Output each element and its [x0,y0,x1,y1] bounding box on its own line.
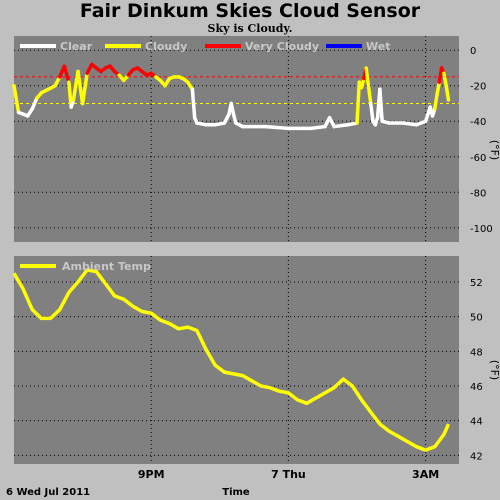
sky-temp-segment [433,92,439,111]
ambient-y-unit: (°F) [488,360,500,380]
sky-temp-segment [444,83,451,102]
ambient-temp-line [12,268,451,452]
x-tick-label: 9PM [138,468,165,481]
y-tick-label: 52 [470,278,483,289]
y-tick-label: -80 [470,188,486,199]
sky-temp-segment [355,80,362,125]
y-tick-label: 42 [470,451,483,462]
legend-label: Very Cloudy [245,40,319,53]
sky-y-ticks: 0 -20 -40 -60 -80 -100 [470,46,493,235]
sky-legend: Clear Cloudy Very Cloudy Wet [20,40,390,53]
ambient-legend: Ambient Temp [20,260,151,273]
x-tick-label: 3AM [412,468,439,481]
sky-temp-segment [62,64,71,84]
y-tick-label: 0 [470,46,476,57]
sky-temp-segment [332,123,350,129]
sky-series [12,62,451,131]
legend-label: Wet [366,40,390,53]
sky-temp-segment [30,96,39,111]
sky-temp-segment [190,87,197,120]
y-tick-label: 48 [470,347,483,358]
sky-y-unit: (°F) [488,140,500,160]
chart-title: Fair Dinkum Skies Cloud Sensor [79,0,421,22]
y-tick-label: -100 [470,224,493,235]
y-tick-label: -40 [470,117,486,128]
x-axis-label: Time [222,487,250,498]
sky-temp-segment [400,121,419,127]
y-tick-label: -60 [470,153,486,164]
x-tick-label: 7 Thu [271,468,306,481]
y-tick-label: -20 [470,82,486,93]
ambient-y-ticks: 52 50 48 46 44 42 [470,278,483,462]
ambient-series [12,268,451,452]
sky-temp-segment [80,71,89,106]
ambient-grid [14,256,459,464]
sky-temp-segment [263,124,291,131]
sky-temp-segment [309,124,327,131]
y-tick-label: 44 [470,417,483,428]
sky-temp-segment [364,66,371,88]
sky-temp-segment [435,80,442,97]
sky-temp-segment [12,83,21,115]
y-tick-label: 46 [470,382,483,393]
date-label: 6 Wed Jul 2011 [6,487,90,498]
sky-temp-segment [368,101,375,123]
sky-temp-segment [229,101,236,116]
sky-plot-area [14,36,459,242]
sky-temp-segment [366,83,373,106]
legend-label: Clear [60,40,93,53]
sky-temp-segment [442,71,448,88]
sky-status-text: Sky is Cloudy. [207,22,293,35]
sky-temp-segment [378,87,384,123]
legend-label: Ambient Temp [62,260,151,273]
y-tick-label: 50 [470,313,483,324]
legend-label: Cloudy [145,40,187,53]
